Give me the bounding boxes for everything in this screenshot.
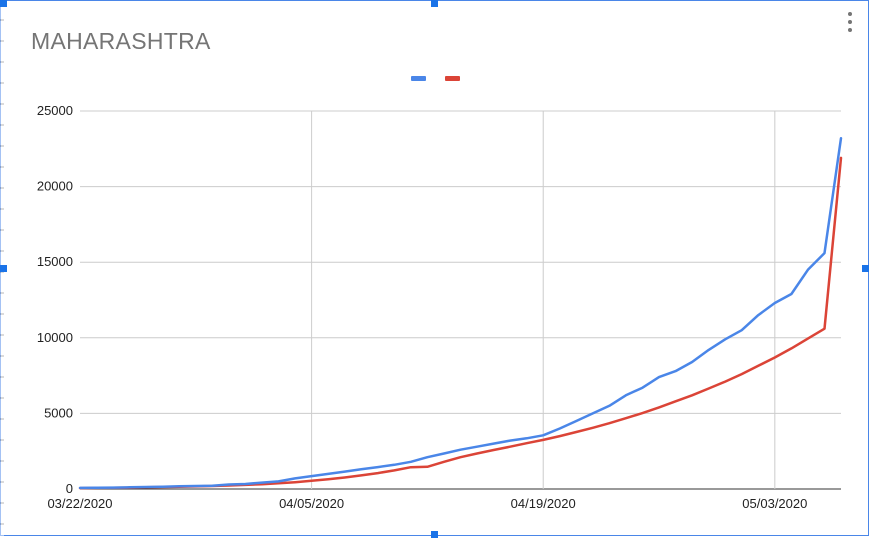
resize-handle-top[interactable]: [431, 0, 438, 7]
more-vert-icon-dot: [848, 12, 852, 16]
y-tick-label: 25000: [37, 103, 73, 118]
y-axis-ticks: 0 5000 10000 15000 20000 25000: [37, 103, 73, 496]
x-axis-ticks: 03/22/2020 04/05/2020 04/19/2020 05/03/2020: [47, 496, 807, 511]
resize-handle-top-left[interactable]: [0, 0, 7, 7]
legend[interactable]: [411, 76, 460, 81]
series-line-2: [78, 156, 843, 490]
y-tick-label: 20000: [37, 179, 73, 194]
y-tick-label: 15000: [37, 254, 73, 269]
legend-swatch-1[interactable]: [411, 76, 426, 81]
series-line-1: [78, 136, 843, 490]
y-tick-label: 5000: [44, 405, 73, 420]
x-tick-label: 05/03/2020: [742, 496, 807, 511]
x-tick-label: 04/05/2020: [279, 496, 344, 511]
chart-menu-button[interactable]: [842, 10, 858, 34]
y-tick-label: 10000: [37, 330, 73, 345]
more-vert-icon-dot: [848, 20, 852, 24]
more-vert-icon-dot: [848, 28, 852, 32]
resize-handle-right[interactable]: [862, 265, 869, 272]
resize-handle-bottom[interactable]: [431, 531, 438, 538]
chart-title: MAHARASHTRA: [31, 28, 211, 54]
series-lines: [78, 136, 843, 490]
x-tick-label: 04/19/2020: [511, 496, 576, 511]
y-tick-label: 0: [66, 481, 73, 496]
x-tick-label: 03/22/2020: [47, 496, 112, 511]
grid-lines: [80, 110, 841, 490]
resize-handle-left[interactable]: [0, 265, 7, 272]
legend-swatch-2[interactable]: [445, 76, 460, 81]
